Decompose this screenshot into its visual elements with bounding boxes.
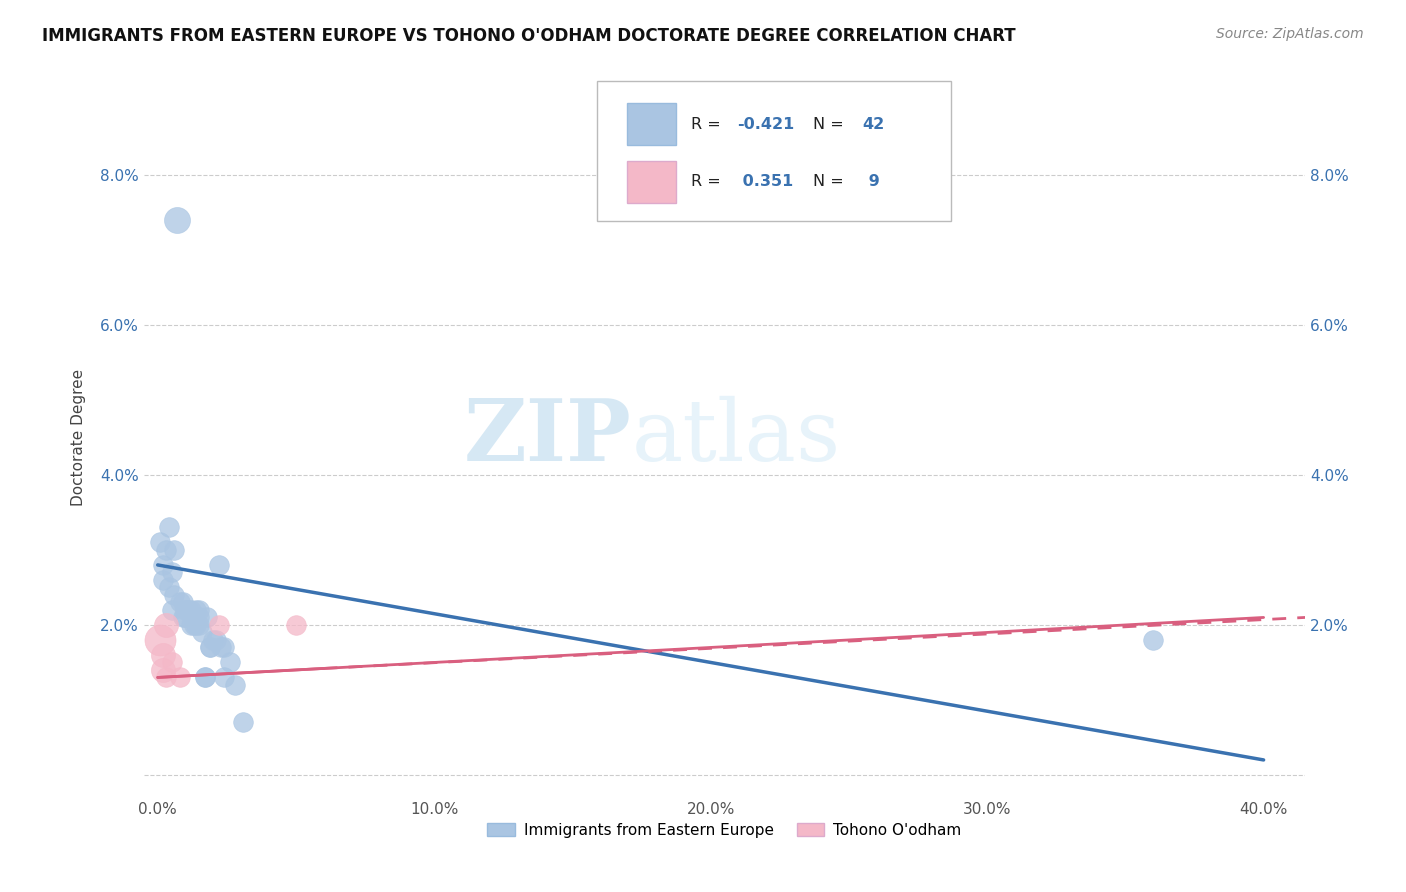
Point (180, 618, 202, 632)
Point (152, 663, 174, 677)
Point (163, 543, 186, 558)
Text: 42: 42 (863, 117, 884, 132)
Point (207, 618, 229, 632)
Point (218, 656, 240, 670)
Text: 9: 9 (863, 174, 879, 189)
Point (172, 595, 194, 609)
Point (200, 640, 222, 655)
Point (207, 558, 229, 572)
Point (212, 670, 235, 684)
Point (204, 632, 226, 647)
Legend: Immigrants from Eastern Europe, Tohono O'odham: Immigrants from Eastern Europe, Tohono O… (481, 816, 967, 844)
Point (209, 640, 232, 655)
Point (166, 213, 188, 227)
Point (152, 558, 174, 572)
Text: Source: ZipAtlas.com: Source: ZipAtlas.com (1216, 27, 1364, 41)
FancyBboxPatch shape (627, 103, 676, 145)
Point (183, 618, 205, 632)
Point (160, 603, 183, 617)
Text: IMMIGRANTS FROM EASTERN EUROPE VS TOHONO O'ODHAM DOCTORATE DEGREE CORRELATION CH: IMMIGRANTS FROM EASTERN EUROPE VS TOHONO… (42, 27, 1015, 45)
Text: -0.421: -0.421 (737, 117, 794, 132)
Point (149, 535, 172, 549)
Point (188, 603, 211, 617)
Point (157, 581, 180, 595)
Point (152, 648, 174, 662)
Point (163, 588, 186, 602)
Point (188, 618, 211, 632)
Point (224, 678, 246, 692)
Point (194, 670, 217, 684)
Point (155, 618, 177, 632)
Point (183, 610, 205, 624)
Text: 0.351: 0.351 (737, 174, 793, 189)
Point (191, 625, 214, 640)
Point (174, 610, 197, 624)
Y-axis label: Doctorate Degree: Doctorate Degree (72, 369, 86, 506)
Text: ZIP: ZIP (464, 395, 631, 479)
Point (160, 566, 183, 580)
Point (172, 610, 194, 624)
Point (200, 640, 222, 655)
Point (152, 573, 174, 587)
Point (160, 656, 183, 670)
Point (169, 595, 191, 609)
Point (194, 670, 217, 684)
Point (149, 632, 172, 647)
Point (201, 632, 224, 647)
Point (1142, 632, 1164, 647)
Point (180, 603, 202, 617)
Point (177, 603, 200, 617)
Point (188, 610, 211, 624)
Point (197, 610, 219, 624)
Point (186, 603, 208, 617)
FancyBboxPatch shape (596, 81, 950, 221)
Point (284, 618, 307, 632)
Point (212, 640, 235, 655)
Text: N =: N = (813, 174, 849, 189)
Text: R =: R = (690, 174, 725, 189)
Point (169, 670, 191, 684)
Point (174, 603, 197, 617)
FancyBboxPatch shape (627, 161, 676, 203)
Text: atlas: atlas (631, 396, 841, 479)
Point (155, 543, 177, 558)
Point (186, 618, 208, 632)
Text: R =: R = (690, 117, 725, 132)
Text: N =: N = (813, 117, 849, 132)
Point (157, 520, 180, 534)
Point (155, 670, 177, 684)
Point (232, 715, 254, 730)
